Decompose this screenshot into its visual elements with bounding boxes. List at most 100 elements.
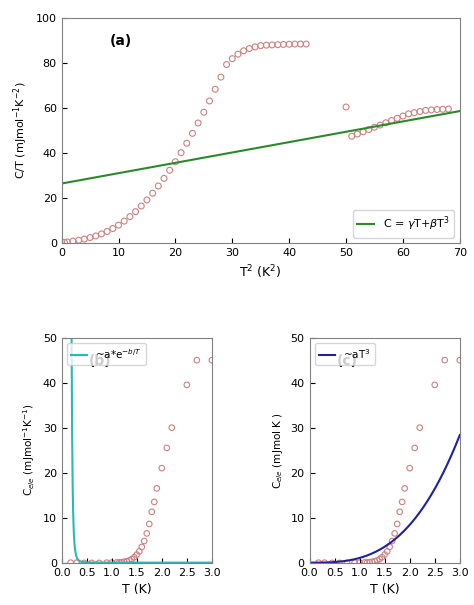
Point (81, 234, 88, 244)
Point (416, 106, 424, 116)
Point (128, 554, 136, 564)
Point (388, 536, 396, 546)
Text: (a): (a) (109, 34, 132, 48)
Point (158, 463, 165, 473)
X-axis label: T (K): T (K) (370, 583, 400, 596)
Point (189, 128, 196, 138)
Point (166, 165, 173, 175)
Point (336, 558, 343, 567)
Point (118, 557, 126, 567)
Point (274, 40, 282, 50)
Point (81, 558, 88, 567)
Point (431, 380, 438, 390)
Point (411, 443, 419, 453)
Point (321, 558, 328, 567)
Point (123, 557, 130, 566)
Point (376, 554, 383, 564)
Point (113, 558, 120, 567)
Point (393, 519, 401, 529)
Point (98, 229, 105, 239)
Point (383, 546, 391, 556)
Legend: C = $\gamma$T+$\beta$T$^3$: C = $\gamma$T+$\beta$T$^3$ (353, 210, 454, 238)
Point (359, 127, 367, 137)
Point (371, 122, 378, 132)
Point (138, 542, 146, 552)
Point (126, 555, 133, 565)
Point (193, 355, 201, 365)
Point (160, 174, 168, 183)
Point (163, 443, 171, 453)
Point (146, 519, 153, 529)
Point (285, 39, 293, 49)
Point (371, 557, 378, 566)
Point (396, 507, 403, 517)
Point (183, 380, 191, 390)
Legend: ~a*e$^{-b/T}$: ~a*e$^{-b/T}$ (67, 343, 146, 365)
Point (328, 558, 336, 567)
Point (297, 39, 304, 49)
Point (406, 463, 413, 473)
Point (137, 201, 145, 211)
Point (366, 557, 374, 567)
Point (399, 111, 407, 121)
Point (183, 139, 191, 148)
Point (268, 40, 276, 50)
Y-axis label: C$_{ele}$ (mJmol K ): C$_{ele}$ (mJmol K ) (271, 411, 285, 489)
Point (133, 550, 140, 560)
Point (136, 546, 143, 556)
Point (391, 529, 399, 538)
Point (73, 558, 81, 567)
Point (208, 355, 216, 365)
Point (378, 552, 386, 562)
Point (374, 555, 381, 565)
Point (410, 108, 418, 117)
Point (61, 238, 68, 247)
Point (88, 558, 95, 567)
Point (240, 46, 247, 56)
Point (257, 41, 264, 50)
Point (149, 188, 156, 198)
Point (280, 40, 287, 50)
Point (86, 233, 94, 243)
Point (302, 39, 310, 49)
Point (291, 39, 299, 49)
Point (143, 195, 151, 204)
Point (361, 558, 368, 567)
Legend: ~aT$^3$: ~aT$^3$ (315, 343, 374, 365)
Point (433, 105, 441, 114)
Point (445, 104, 452, 114)
Point (130, 552, 138, 562)
Point (177, 148, 185, 157)
Point (422, 105, 429, 115)
Point (246, 44, 253, 53)
Point (351, 558, 358, 567)
Point (388, 116, 395, 125)
Point (109, 224, 117, 234)
Y-axis label: C/T (mJmol$^{-1}$K$^{-2}$): C/T (mJmol$^{-1}$K$^{-2}$) (11, 82, 30, 180)
X-axis label: T (K): T (K) (122, 583, 152, 596)
Point (342, 102, 350, 112)
Point (386, 542, 393, 552)
Point (368, 557, 376, 567)
Point (365, 125, 373, 134)
Point (155, 181, 162, 191)
Point (115, 220, 122, 230)
Point (148, 507, 155, 517)
Point (172, 157, 179, 166)
Point (416, 423, 423, 433)
Y-axis label: C$_{ele}$ (mJmol$^{-1}$K$^{-1}$): C$_{ele}$ (mJmol$^{-1}$K$^{-1}$) (21, 404, 37, 497)
Point (140, 536, 148, 546)
Point (428, 105, 435, 115)
Point (405, 109, 412, 119)
Point (228, 54, 236, 64)
Point (441, 355, 448, 365)
Point (223, 60, 230, 70)
Point (69, 237, 77, 246)
Point (153, 483, 161, 493)
Point (116, 558, 123, 567)
Point (67, 558, 74, 567)
Point (398, 497, 406, 507)
Point (103, 227, 111, 237)
Point (382, 118, 390, 128)
X-axis label: T$^2$ (K$^2$): T$^2$ (K$^2$) (239, 264, 282, 281)
